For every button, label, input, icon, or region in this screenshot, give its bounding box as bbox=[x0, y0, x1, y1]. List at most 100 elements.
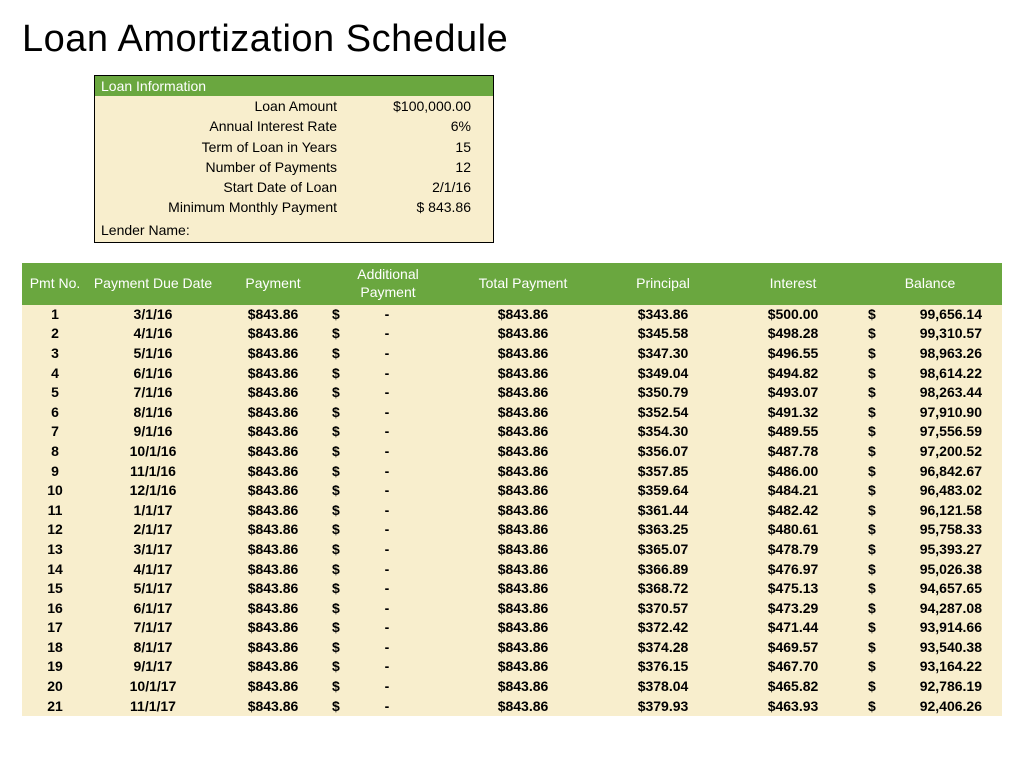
cell-additional: $- bbox=[328, 442, 448, 462]
cell-pmt-no: 20 bbox=[22, 677, 88, 697]
cell-due-date: 7/1/16 bbox=[88, 383, 218, 403]
cell-interest: $486.00 bbox=[728, 462, 858, 482]
table-row: 810/1/16$843.86$-$843.86$356.07$487.78$9… bbox=[22, 442, 1002, 462]
table-row: 57/1/16$843.86$-$843.86$350.79$493.07$98… bbox=[22, 383, 1002, 403]
cell-additional: $- bbox=[328, 657, 448, 677]
table-row: 79/1/16$843.86$-$843.86$354.30$489.55$97… bbox=[22, 422, 1002, 442]
cell-balance: $93,164.22 bbox=[858, 657, 1002, 677]
cell-payment: $843.86 bbox=[218, 305, 328, 325]
cell-total: $843.86 bbox=[448, 442, 598, 462]
cell-balance: $98,963.26 bbox=[858, 344, 1002, 364]
cell-due-date: 6/1/17 bbox=[88, 599, 218, 619]
currency-symbol: $ bbox=[858, 697, 882, 717]
cell-balance: $92,406.26 bbox=[858, 697, 1002, 717]
table-row: 199/1/17$843.86$-$843.86$376.15$467.70$9… bbox=[22, 657, 1002, 677]
col-due-date: Payment Due Date bbox=[88, 273, 218, 295]
currency-symbol: $ bbox=[328, 501, 342, 521]
cell-total: $843.86 bbox=[448, 462, 598, 482]
cell-total: $843.86 bbox=[448, 403, 598, 423]
cell-total: $843.86 bbox=[448, 324, 598, 344]
cell-additional: $- bbox=[328, 618, 448, 638]
additional-value: - bbox=[342, 540, 432, 560]
cell-balance: $99,656.14 bbox=[858, 305, 1002, 325]
cell-pmt-no: 1 bbox=[22, 305, 88, 325]
cell-pmt-no: 2 bbox=[22, 324, 88, 344]
currency-symbol: $ bbox=[858, 403, 882, 423]
currency-symbol: $ bbox=[328, 422, 342, 442]
cell-principal: $372.42 bbox=[598, 618, 728, 638]
cell-balance: $93,914.66 bbox=[858, 618, 1002, 638]
cell-interest: $475.13 bbox=[728, 579, 858, 599]
cell-due-date: 2/1/17 bbox=[88, 520, 218, 540]
cell-principal: $368.72 bbox=[598, 579, 728, 599]
cell-balance: $98,614.22 bbox=[858, 364, 1002, 384]
currency-symbol: $ bbox=[328, 462, 342, 482]
cell-pmt-no: 6 bbox=[22, 403, 88, 423]
cell-interest: $496.55 bbox=[728, 344, 858, 364]
currency-symbol: $ bbox=[858, 501, 882, 521]
balance-value: 92,786.19 bbox=[882, 677, 982, 697]
table-row: 1012/1/16$843.86$-$843.86$359.64$484.21$… bbox=[22, 481, 1002, 501]
cell-total: $843.86 bbox=[448, 344, 598, 364]
balance-value: 95,758.33 bbox=[882, 520, 982, 540]
cell-due-date: 11/1/17 bbox=[88, 697, 218, 717]
loan-info-value: 6% bbox=[345, 116, 493, 136]
cell-total: $843.86 bbox=[448, 481, 598, 501]
cell-payment: $843.86 bbox=[218, 481, 328, 501]
cell-principal: $366.89 bbox=[598, 560, 728, 580]
currency-symbol: $ bbox=[328, 638, 342, 658]
cell-additional: $- bbox=[328, 501, 448, 521]
cell-total: $843.86 bbox=[448, 560, 598, 580]
table-row: 46/1/16$843.86$-$843.86$349.04$494.82$98… bbox=[22, 364, 1002, 384]
cell-principal: $361.44 bbox=[598, 501, 728, 521]
cell-total: $843.86 bbox=[448, 638, 598, 658]
loan-info-row: Minimum Monthly Payment$ 843.86 bbox=[95, 197, 493, 217]
cell-due-date: 9/1/17 bbox=[88, 657, 218, 677]
table-row: 2010/1/17$843.86$-$843.86$378.04$465.82$… bbox=[22, 677, 1002, 697]
cell-interest: $482.42 bbox=[728, 501, 858, 521]
additional-value: - bbox=[342, 599, 432, 619]
balance-value: 96,483.02 bbox=[882, 481, 982, 501]
cell-interest: $494.82 bbox=[728, 364, 858, 384]
currency-symbol: $ bbox=[328, 657, 342, 677]
cell-total: $843.86 bbox=[448, 501, 598, 521]
cell-principal: $370.57 bbox=[598, 599, 728, 619]
currency-symbol: $ bbox=[858, 481, 882, 501]
cell-total: $843.86 bbox=[448, 677, 598, 697]
cell-principal: $343.86 bbox=[598, 305, 728, 325]
currency-symbol: $ bbox=[858, 305, 882, 325]
balance-value: 94,287.08 bbox=[882, 599, 982, 619]
loan-info-label: Annual Interest Rate bbox=[95, 116, 345, 136]
col-pmt-no: Pmt No. bbox=[22, 273, 88, 295]
additional-value: - bbox=[342, 618, 432, 638]
additional-value: - bbox=[342, 501, 432, 521]
cell-interest: $487.78 bbox=[728, 442, 858, 462]
currency-symbol: $ bbox=[328, 442, 342, 462]
additional-value: - bbox=[342, 305, 432, 325]
cell-total: $843.86 bbox=[448, 618, 598, 638]
cell-total: $843.86 bbox=[448, 540, 598, 560]
balance-value: 97,556.59 bbox=[882, 422, 982, 442]
cell-payment: $843.86 bbox=[218, 560, 328, 580]
additional-value: - bbox=[342, 422, 432, 442]
loan-info-row: Loan Amount$100,000.00 bbox=[95, 96, 493, 116]
cell-interest: $480.61 bbox=[728, 520, 858, 540]
cell-total: $843.86 bbox=[448, 520, 598, 540]
additional-value: - bbox=[342, 364, 432, 384]
table-row: 68/1/16$843.86$-$843.86$352.54$491.32$97… bbox=[22, 403, 1002, 423]
cell-balance: $94,287.08 bbox=[858, 599, 1002, 619]
additional-value: - bbox=[342, 403, 432, 423]
amortization-table: Pmt No. Payment Due Date Payment Additio… bbox=[22, 263, 1002, 716]
cell-total: $843.86 bbox=[448, 579, 598, 599]
table-row: 2111/1/17$843.86$-$843.86$379.93$463.93$… bbox=[22, 697, 1002, 717]
table-body: 13/1/16$843.86$-$843.86$343.86$500.00$99… bbox=[22, 305, 1002, 716]
currency-symbol: $ bbox=[328, 364, 342, 384]
cell-balance: $92,786.19 bbox=[858, 677, 1002, 697]
additional-value: - bbox=[342, 560, 432, 580]
cell-balance: $95,393.27 bbox=[858, 540, 1002, 560]
table-row: 166/1/17$843.86$-$843.86$370.57$473.29$9… bbox=[22, 599, 1002, 619]
cell-payment: $843.86 bbox=[218, 422, 328, 442]
cell-due-date: 5/1/17 bbox=[88, 579, 218, 599]
loan-info-value: $100,000.00 bbox=[345, 96, 493, 116]
currency-symbol: $ bbox=[328, 324, 342, 344]
